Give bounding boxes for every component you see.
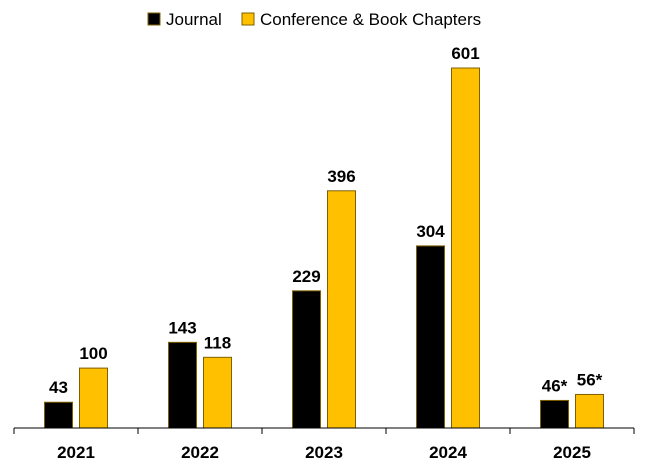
bar-journal-2022 [168, 341, 197, 429]
bar-conference-2023 [327, 190, 356, 429]
legend-swatch-journal [147, 12, 161, 26]
x-tick-label-2024: 2024 [429, 443, 467, 462]
x-tick-label-2021: 2021 [57, 443, 95, 462]
legend-label-journal: Journal [166, 10, 222, 29]
bar-conference-2025 [575, 393, 604, 429]
bar-journal-2021 [44, 401, 73, 429]
data-label-conference-2021: 100 [79, 344, 107, 363]
data-label-journal-2022: 143 [168, 318, 196, 337]
bar-journal-2025 [540, 399, 569, 429]
data-label-journal-2023: 229 [292, 267, 320, 286]
x-tick-label-2025: 2025 [553, 443, 591, 462]
data-label-conference-2024: 601 [451, 44, 479, 63]
data-label-conference-2025: 56* [577, 370, 603, 389]
x-axis: 2021 2022 2023 2024 2025 [13, 427, 635, 462]
bar-conference-2024 [451, 67, 480, 429]
data-label-journal-2025: 46* [542, 376, 568, 395]
bars: 43 100 143 118 229 396 304 601 46* 56* [44, 44, 604, 429]
data-label-journal-2024: 304 [416, 222, 445, 241]
data-label-conference-2022: 118 [204, 333, 231, 352]
data-label-journal-2021: 43 [49, 378, 68, 397]
bar-conference-2021 [79, 367, 108, 429]
x-tick-label-2022: 2022 [181, 443, 219, 462]
x-tick-label-2023: 2023 [305, 443, 343, 462]
bar-conference-2022 [203, 356, 232, 429]
data-label-conference-2023: 396 [327, 167, 355, 186]
legend-swatch-conference [241, 12, 255, 26]
bar-journal-2024 [416, 245, 445, 429]
legend-label-conference: Conference & Book Chapters [260, 10, 481, 29]
bar-journal-2023 [292, 290, 321, 429]
legend: Journal Conference & Book Chapters [147, 10, 481, 29]
